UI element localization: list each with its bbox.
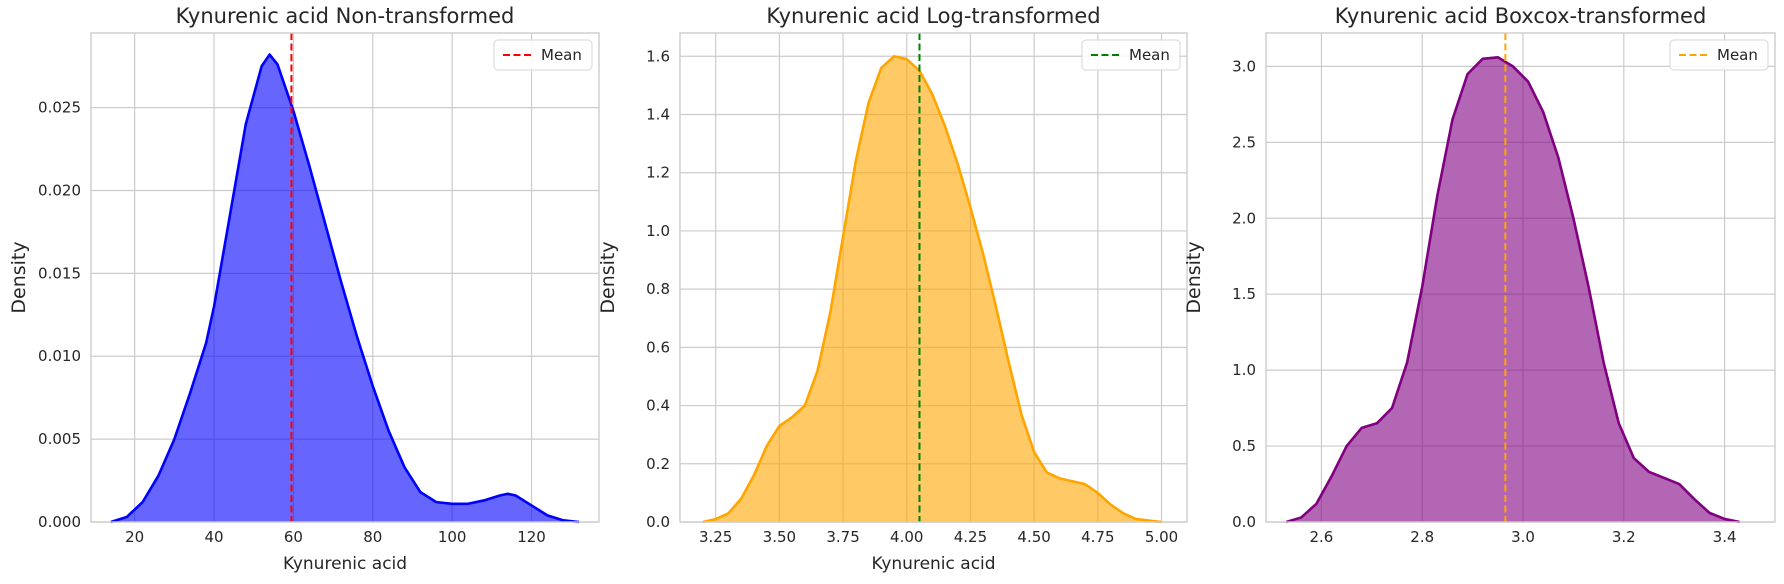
x-tick-label: 3.2 — [1612, 528, 1636, 546]
y-tick-label: 0.000 — [38, 513, 81, 531]
legend-box — [1081, 39, 1181, 71]
x-tick-label: 2.6 — [1310, 528, 1334, 546]
axes-frame — [679, 32, 1188, 523]
chart-title: Kynurenic acid Non-transformed — [176, 4, 515, 28]
y-tick-label: 0.005 — [38, 430, 81, 448]
x-axis-label: Kynurenic acid — [283, 554, 407, 574]
y-tick-label: 1.5 — [1232, 285, 1256, 303]
legend-box — [493, 39, 593, 71]
legend-box — [1669, 39, 1769, 71]
x-tick-label: 80 — [363, 528, 382, 546]
y-tick-label: 2.0 — [1232, 209, 1256, 227]
x-tick-label: 40 — [204, 528, 223, 546]
legend: Mean — [1669, 39, 1769, 71]
x-tick-label: 3.75 — [826, 528, 859, 546]
y-tick-label: 0.0 — [1232, 513, 1256, 531]
x-tick-label: 3.4 — [1713, 528, 1737, 546]
y-axis-label: Density — [597, 241, 619, 313]
density-area — [1286, 57, 1740, 523]
y-tick-label: 1.0 — [646, 222, 670, 240]
density-line — [1285, 56, 1740, 524]
y-tick-label: 1.6 — [646, 47, 670, 65]
y-tick-label: 3.0 — [1232, 57, 1256, 75]
x-tick-label: 2.8 — [1410, 528, 1434, 546]
subplot-3: 2.6 2.8 3.0 3.2 3.4 0.0 0.5 1.0 1.5 2.0 2.5 3.0 Kynu… — [1183, 4, 1776, 546]
density-line — [110, 53, 580, 524]
x-axis-label: Kynurenic acid — [871, 554, 995, 574]
y-tick-label: 1.2 — [646, 164, 670, 182]
y-tick-label: 0.020 — [38, 181, 81, 199]
x-tick-label: 3.50 — [763, 528, 796, 546]
legend-label: Mean — [1129, 46, 1170, 64]
y-tick-label: 1.4 — [646, 106, 670, 124]
x-tick-label: 60 — [284, 528, 303, 546]
density-area — [702, 56, 1162, 522]
x-tick-label: 4.50 — [1017, 528, 1050, 546]
subplot-2: 3.25 3.50 3.75 4.00 4.25 4.50 4.75 5.00 0.0 0.2 0.… — [597, 4, 1188, 574]
y-tick-label: 0.015 — [38, 264, 81, 282]
y-tick-label: 0.5 — [1232, 437, 1256, 455]
chart-title: Kynurenic acid Boxcox-transformed — [1335, 4, 1707, 28]
y-tick-label: 2.5 — [1232, 133, 1256, 151]
legend-label: Mean — [541, 46, 582, 64]
x-tick-label: 20 — [125, 528, 144, 546]
y-tick-label: 0.4 — [646, 397, 670, 415]
density-line — [702, 54, 1162, 524]
y-tick-label: 0.025 — [38, 99, 81, 117]
y-tick-label: 0.8 — [646, 280, 670, 298]
density-area — [110, 54, 580, 523]
axes-frame — [1265, 32, 1776, 523]
x-tick-label: 4.25 — [954, 528, 987, 546]
legend-label: Mean — [1717, 46, 1758, 64]
y-axis-label: Density — [8, 241, 30, 313]
y-tick-label: 0.0 — [646, 513, 670, 531]
x-tick-label: 3.0 — [1511, 528, 1535, 546]
x-tick-label: 100 — [438, 528, 467, 546]
y-tick-label: 1.0 — [1232, 361, 1256, 379]
y-axis-label: Density — [1183, 241, 1205, 313]
y-tick-label: 0.2 — [646, 455, 670, 473]
chart-title: Kynurenic acid Log-transformed — [766, 4, 1100, 28]
x-tick-label: 120 — [517, 528, 546, 546]
y-tick-label: 0.010 — [38, 347, 81, 365]
x-tick-label: 4.75 — [1081, 528, 1114, 546]
legend: Mean — [493, 39, 593, 71]
subplot-1: 20 40 60 80 100 120 0.000 0.005 0.010 0.015 0.020 0… — [8, 4, 600, 574]
x-tick-label: 3.25 — [699, 528, 732, 546]
legend: Mean — [1081, 39, 1181, 71]
y-tick-label: 0.6 — [646, 338, 670, 356]
x-tick-label: 5.00 — [1145, 528, 1178, 546]
axes-frame — [90, 32, 600, 523]
x-tick-label: 4.00 — [890, 528, 923, 546]
